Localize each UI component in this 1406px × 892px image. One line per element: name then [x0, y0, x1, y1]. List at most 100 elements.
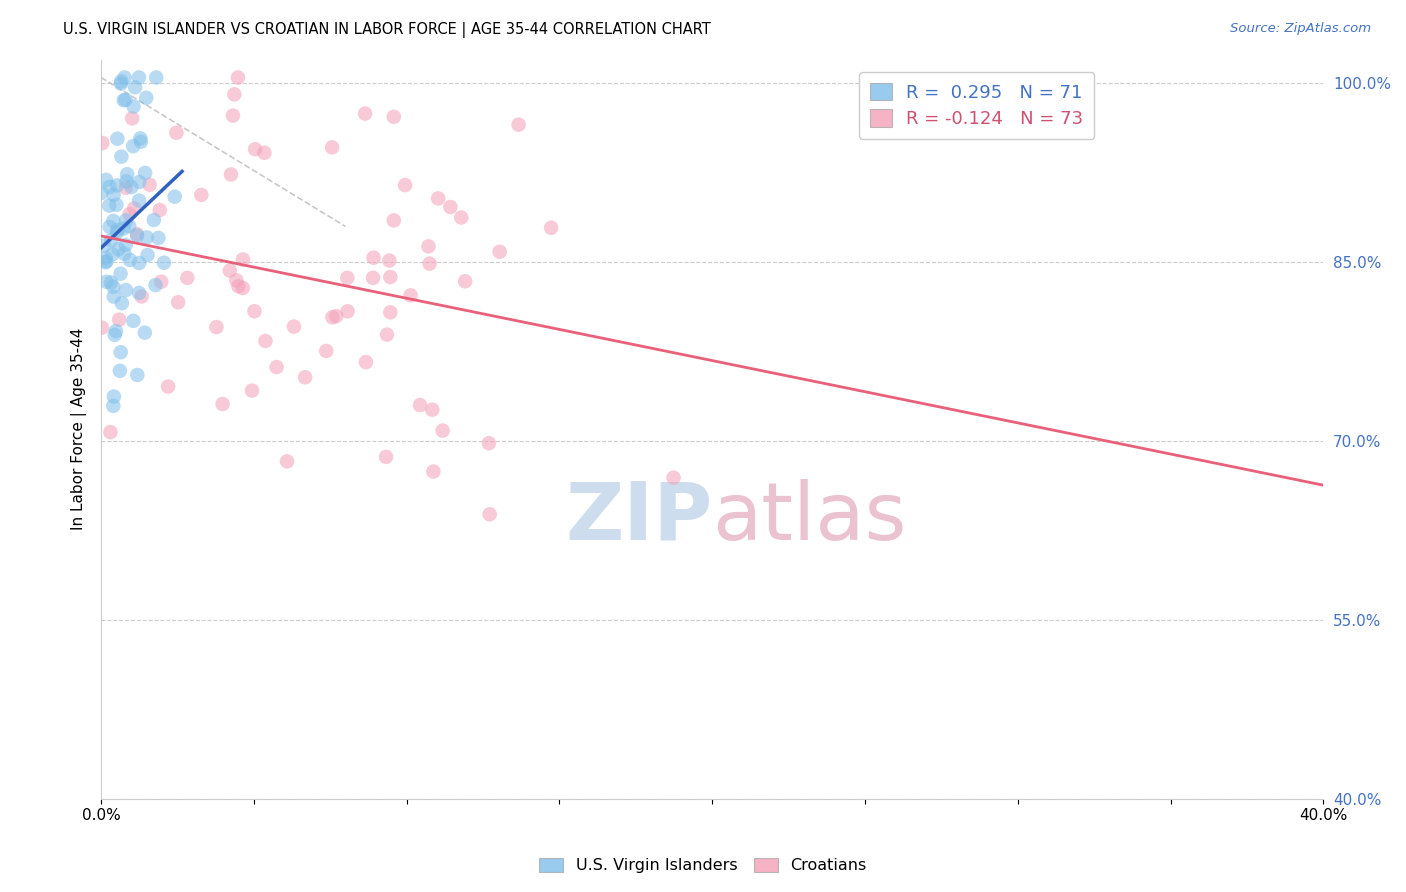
Point — [100, 276, 122, 290]
Point — [122, 202, 145, 216]
Point — [222, 109, 245, 123]
Point — [90, 186, 112, 200]
Point — [128, 70, 150, 85]
Point — [110, 74, 132, 88]
Point — [321, 140, 343, 154]
Point — [450, 211, 472, 225]
Point — [138, 178, 160, 192]
Point — [114, 70, 136, 85]
Point — [225, 273, 247, 287]
Point — [110, 345, 132, 359]
Point — [283, 319, 305, 334]
Point — [114, 93, 136, 107]
Point — [276, 454, 298, 468]
Point — [361, 270, 384, 285]
Point — [94, 255, 117, 269]
Text: U.S. VIRGIN ISLANDER VS CROATIAN IN LABOR FORCE | AGE 35-44 CORRELATION CHART: U.S. VIRGIN ISLANDER VS CROATIAN IN LABO… — [63, 22, 711, 38]
Point — [218, 263, 240, 277]
Point — [399, 288, 422, 302]
Point — [115, 167, 138, 181]
Point — [121, 180, 143, 194]
Point — [420, 402, 443, 417]
Point — [124, 80, 146, 95]
Point — [167, 295, 190, 310]
Point — [128, 256, 150, 270]
Point — [211, 397, 233, 411]
Point — [115, 174, 138, 188]
Point — [315, 343, 337, 358]
Point — [98, 199, 121, 213]
Point — [540, 220, 562, 235]
Point — [112, 93, 135, 107]
Point — [240, 384, 263, 398]
Point — [145, 70, 167, 85]
Point — [104, 327, 127, 342]
Point — [118, 219, 141, 234]
Point — [114, 181, 136, 195]
Point — [157, 379, 180, 393]
Point — [93, 238, 115, 252]
Point — [103, 214, 125, 228]
Point — [100, 425, 122, 439]
Point — [219, 168, 242, 182]
Point — [336, 270, 359, 285]
Point — [108, 364, 131, 378]
Point — [427, 191, 450, 205]
Legend: R =  0.295   N = 71, R = -0.124   N = 73: R = 0.295 N = 71, R = -0.124 N = 73 — [859, 72, 1094, 139]
Point — [354, 355, 377, 369]
Point — [129, 135, 152, 149]
Point — [94, 251, 117, 265]
Point — [378, 253, 401, 268]
Point — [98, 219, 121, 234]
Point — [105, 198, 128, 212]
Point — [336, 304, 359, 318]
Point — [131, 289, 153, 303]
Point — [294, 370, 316, 384]
Point — [454, 274, 477, 288]
Point — [422, 465, 444, 479]
Text: atlas: atlas — [713, 479, 907, 557]
Point — [129, 131, 152, 145]
Point — [114, 238, 136, 252]
Point — [382, 110, 405, 124]
Point — [419, 257, 441, 271]
Point — [662, 471, 685, 485]
Point — [145, 278, 167, 293]
Y-axis label: In Labor Force | Age 35-44: In Labor Force | Age 35-44 — [72, 328, 87, 531]
Point — [253, 145, 276, 160]
Point — [134, 166, 156, 180]
Point — [478, 508, 501, 522]
Point — [122, 314, 145, 328]
Point — [142, 213, 165, 227]
Point — [115, 283, 138, 297]
Point — [115, 213, 138, 227]
Point — [432, 424, 454, 438]
Point — [100, 233, 122, 247]
Point — [232, 281, 254, 295]
Point — [418, 239, 440, 253]
Point — [439, 200, 461, 214]
Point — [380, 305, 402, 319]
Point — [94, 173, 117, 187]
Point — [135, 91, 157, 105]
Point — [125, 227, 148, 241]
Point — [103, 399, 125, 413]
Point — [128, 175, 150, 189]
Point — [254, 334, 277, 348]
Point — [105, 131, 128, 145]
Point — [224, 87, 246, 102]
Point — [205, 320, 228, 334]
Point — [118, 252, 141, 267]
Point — [111, 296, 134, 310]
Point — [148, 231, 170, 245]
Point — [91, 136, 114, 150]
Point — [107, 242, 129, 256]
Point — [363, 251, 385, 265]
Point — [134, 326, 156, 340]
Point — [127, 228, 149, 243]
Point — [149, 203, 172, 218]
Point — [108, 312, 131, 326]
Point — [135, 230, 157, 244]
Point — [122, 139, 145, 153]
Text: ZIP: ZIP — [565, 479, 713, 557]
